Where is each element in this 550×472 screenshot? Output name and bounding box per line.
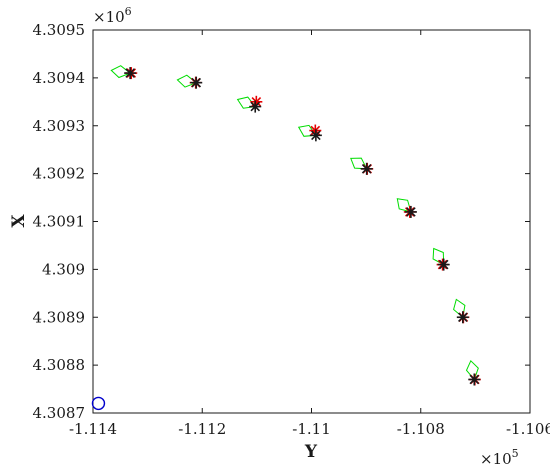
- heading-kite-marker: [453, 298, 466, 319]
- x-tick-label: -1.112: [178, 420, 226, 438]
- heading-kite-marker: [465, 359, 479, 381]
- heading-kite-marker: [176, 74, 198, 88]
- y-tick-label: 4.309: [42, 260, 85, 278]
- reference-asterisk-marker: [124, 67, 137, 80]
- heading-kite-marker: [432, 247, 445, 266]
- x-tick-label: -1.114: [69, 420, 117, 438]
- x-exponent-base: ×10: [480, 450, 512, 468]
- heading-kite-marker: [350, 157, 368, 170]
- x-tick-label: -1.106: [506, 420, 550, 438]
- reference-asterisk-marker: [404, 205, 417, 218]
- heading-kite-marker: [297, 124, 317, 137]
- x-axis-label: Y: [304, 442, 318, 462]
- y-tick-label: 4.3087: [33, 404, 86, 422]
- y-tick-label: 4.3095: [33, 21, 86, 39]
- reference-asterisk-marker: [309, 129, 322, 142]
- reference-asterisk-marker: [456, 311, 469, 324]
- x-exponent-power: 5: [512, 447, 519, 460]
- y-tick-label: 4.3093: [33, 117, 86, 135]
- y-tick-label: 4.3094: [33, 69, 86, 87]
- x-tick-label: -1.108: [397, 420, 445, 438]
- y-tick-label: 4.3091: [33, 213, 86, 231]
- y-axis-exponent: ×106: [93, 5, 132, 26]
- reference-asterisk-marker: [437, 258, 450, 271]
- heading-kite-marker: [236, 96, 257, 109]
- heading-kite-marker: [396, 198, 412, 213]
- y-axis-label: X: [9, 214, 29, 228]
- data-marks: [91, 65, 481, 411]
- x-tick-label: -1.11: [292, 420, 330, 438]
- y-tick-label: 4.3088: [33, 356, 86, 374]
- reference-asterisk-marker: [468, 373, 481, 386]
- x-axis-exponent: ×105: [480, 447, 519, 468]
- plot-frame: [92, 29, 531, 414]
- y-tick-label: 4.3092: [33, 165, 86, 183]
- reference-asterisk-marker: [249, 100, 262, 113]
- x-axis-ticks: -1.114 -1.112 -1.11 -1.108 -1.106: [69, 30, 550, 438]
- reference-asterisk-marker: [360, 162, 373, 175]
- y-exponent-base: ×10: [93, 8, 125, 26]
- heading-kite-marker: [110, 65, 132, 79]
- start-circle-marker: [91, 396, 106, 411]
- reference-asterisk-marker: [190, 76, 203, 89]
- y-axis-ticks: 4.3087 4.3088 4.3089 4.309 4.3091 4.3092 4.309…: [33, 21, 530, 422]
- y-tick-label: 4.3089: [33, 308, 86, 326]
- y-exponent-power: 6: [125, 5, 132, 18]
